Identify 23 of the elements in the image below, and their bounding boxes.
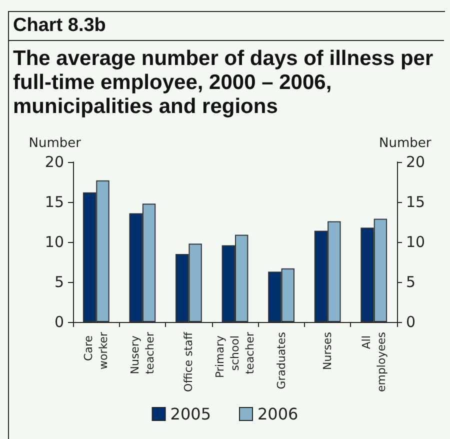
y-tick-label: 5 xyxy=(54,273,64,291)
chart-subtitle: The average number of days of illness per full-time employee, 2000 – 2006, municipalities and regions xyxy=(13,47,434,119)
y2-tick-label: 20 xyxy=(406,153,426,171)
y-tick-label: 15 xyxy=(44,193,64,211)
y2-tick-label: 5 xyxy=(406,273,416,291)
chart-title: Chart 8.3b xyxy=(13,14,107,38)
y2-tick-label: 0 xyxy=(406,313,416,331)
x-tick-label: Office staff xyxy=(182,332,196,392)
y-tick-label: 0 xyxy=(54,313,64,331)
x-tick-label: Nusery teacher xyxy=(128,332,156,374)
legend-label: 2006 xyxy=(258,404,298,424)
y-axis-title: Number xyxy=(28,136,82,151)
legend-label: 2005 xyxy=(170,404,211,424)
y-tick-label: 20 xyxy=(44,153,64,171)
x-tick-label: Nurses xyxy=(321,332,334,370)
x-tick-label: Graduates xyxy=(274,332,288,390)
y2-tick-label: 10 xyxy=(406,233,426,251)
x-tick-label: Care worker xyxy=(82,332,110,370)
x-tick-label: All employees xyxy=(360,332,388,392)
y-tick-label: 10 xyxy=(44,233,64,251)
x-tick-label: Primary school teacher xyxy=(214,332,256,378)
y2-tick-label: 15 xyxy=(406,193,426,211)
y2-axis-title: Number xyxy=(379,136,432,151)
